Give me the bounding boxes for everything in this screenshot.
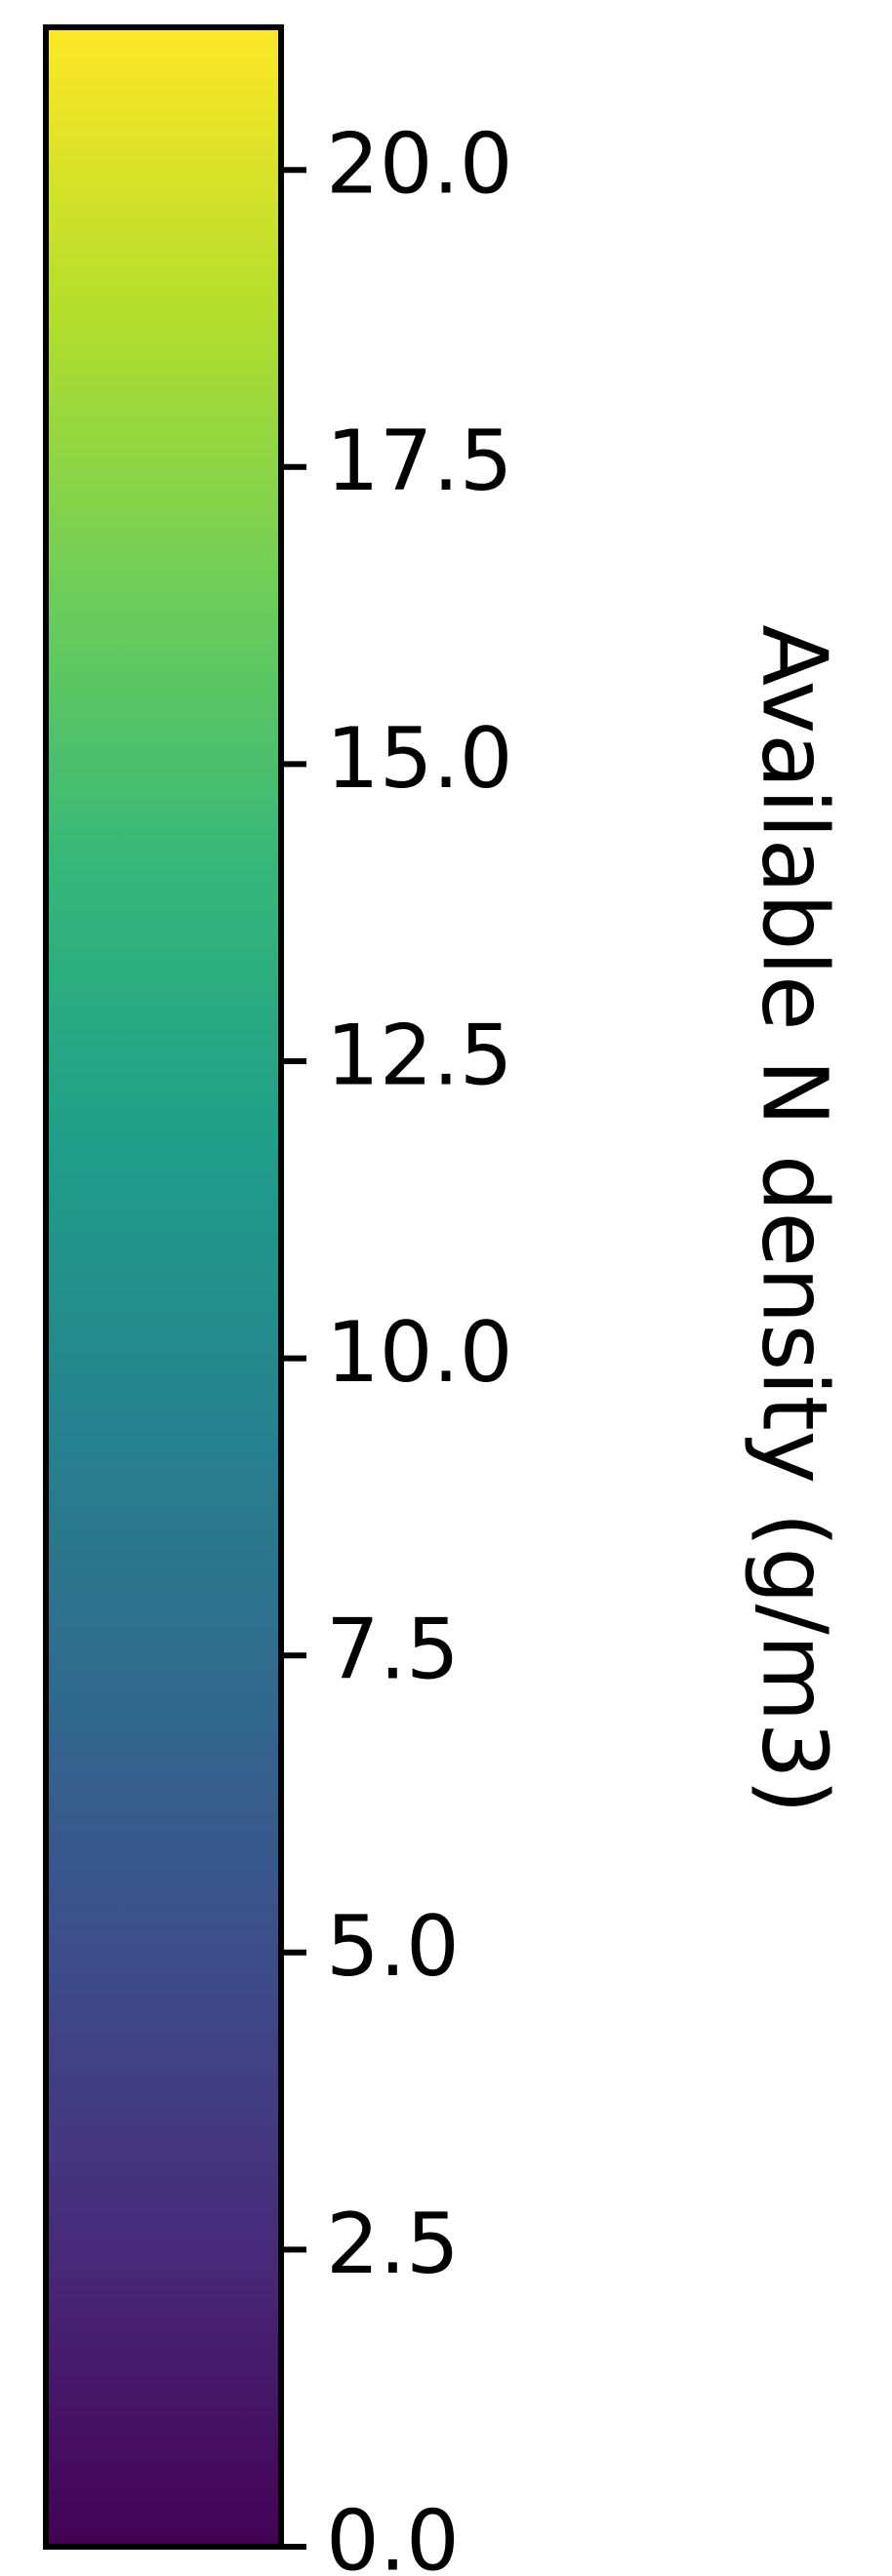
tick-label: 12.5 [326, 1007, 512, 1104]
tick-group: 0.0 2.5 5.0 7.5 10.0 12.5 15.0 17.5 20.0 [281, 116, 512, 2576]
colorbar-axis-label: Available N density (g/m3) [743, 624, 847, 1814]
colorbar-gradient [46, 27, 281, 2547]
tick-label: 20.0 [326, 116, 512, 214]
tick-label: 2.5 [326, 2196, 460, 2293]
tick-label: 17.5 [326, 413, 512, 510]
colorbar-frame [43, 24, 284, 2550]
tick-label: 15.0 [326, 710, 512, 808]
tick-label: 5.0 [326, 1898, 460, 1996]
tick-label: 0.0 [326, 2492, 460, 2576]
tick-label: 7.5 [326, 1602, 460, 1699]
tick-label: 10.0 [326, 1304, 512, 1402]
